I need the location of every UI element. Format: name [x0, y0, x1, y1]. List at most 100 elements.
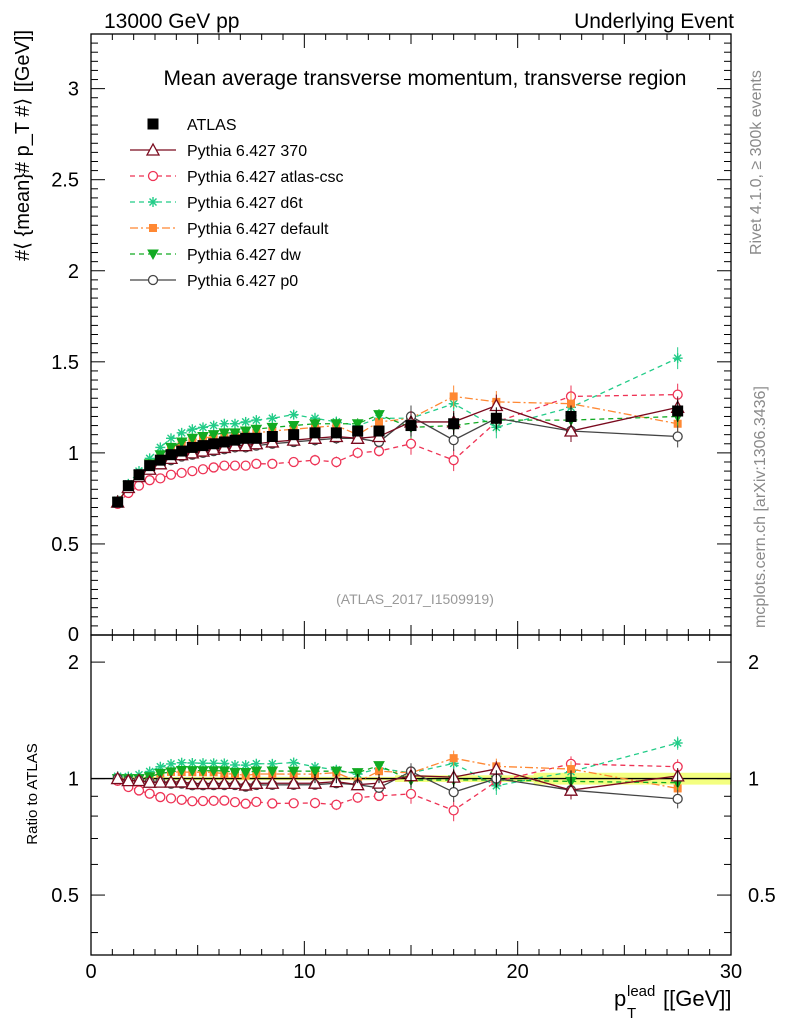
point-atlas — [144, 460, 156, 472]
y-tick-label: 0.5 — [51, 534, 79, 556]
ratio-point-atlascsc — [267, 798, 278, 809]
point-default — [449, 392, 458, 401]
ratio-point-p0 — [672, 793, 683, 805]
point-d6t — [208, 420, 219, 431]
point-dw — [207, 430, 220, 441]
ratio-point-p370 — [142, 774, 157, 788]
point-d6t — [251, 415, 262, 426]
star-stroke — [156, 443, 165, 452]
point-atlas — [373, 425, 385, 437]
x-axis-label-unit: [[GeV]] — [663, 986, 731, 1011]
x-axis-label-base: p — [614, 986, 626, 1011]
point-atlascsc — [352, 447, 363, 459]
ratio-point-atlascsc — [331, 799, 342, 810]
ratio-point-atlascsc — [165, 793, 177, 804]
legend-label: Pythia 6.427 370 — [187, 143, 307, 160]
point-atlas — [448, 418, 460, 430]
legend-entry-dw: Pythia 6.427 dw — [130, 247, 301, 264]
ratio-point-p370 — [121, 773, 136, 787]
y-tick-label: 1 — [68, 443, 79, 465]
point-atlascsc — [133, 480, 145, 491]
legend-label: Pythia 6.427 p0 — [187, 273, 298, 290]
legend-label: ATLAS — [187, 117, 237, 134]
x-tick-label: 20 — [507, 961, 529, 983]
ratio-point-dw — [218, 766, 231, 777]
star-stroke — [199, 759, 207, 768]
point-atlascsc — [219, 460, 230, 471]
ratio-point-p370 — [110, 771, 125, 785]
legend-marker — [148, 197, 158, 207]
point-d6t — [672, 353, 683, 364]
ratio-point-d6t — [288, 757, 299, 768]
point-atlas — [250, 432, 262, 444]
point-atlas — [208, 438, 220, 450]
ratio-point-p370 — [265, 775, 280, 789]
point-atlas — [352, 425, 364, 437]
ratio-point-p370 — [131, 773, 147, 787]
point-atlas — [176, 445, 188, 457]
point-atlas — [197, 440, 209, 452]
legend: ATLAS Pythia 6.427 370 Pythia 6.427 atlas-… — [130, 117, 344, 290]
ratio-series-default — [113, 750, 682, 798]
point-atlascsc — [288, 456, 299, 468]
point-p0 — [672, 431, 683, 442]
ratio-point-dw — [330, 766, 343, 778]
star-stroke — [167, 434, 175, 443]
ratio-point-p370 — [350, 777, 365, 791]
ratio-point-dw — [266, 766, 279, 778]
ratio-point-atlascsc — [352, 792, 363, 803]
legend-marker — [149, 224, 157, 232]
point-dw — [266, 422, 279, 434]
ratio-point-atlascsc — [405, 788, 417, 800]
star-stroke — [252, 416, 261, 425]
y-tick-label: 2 — [68, 261, 79, 283]
ratio-point-atlascsc — [197, 795, 209, 807]
analysis-id: (ATLAS_2017_I1509919) — [336, 591, 494, 607]
star-stroke — [177, 428, 186, 437]
series-atlas — [112, 400, 684, 508]
point-dw — [239, 426, 252, 438]
ratio-plot-series — [110, 736, 685, 822]
star-stroke — [199, 423, 207, 432]
point-d6t — [198, 422, 208, 433]
point-atlascsc — [331, 456, 342, 468]
ratio-tick-label-left: 0.5 — [51, 885, 79, 907]
ratio-point-p370 — [185, 776, 200, 790]
star-stroke — [188, 759, 197, 768]
ratio-point-atlascsc — [219, 795, 230, 806]
point-atlascsc — [165, 469, 177, 480]
ratio-point-atlascsc — [187, 796, 198, 807]
ratio-y-axis-label: Ratio to ATLAS — [24, 743, 41, 844]
ratio-point-dw — [250, 766, 263, 778]
point-atlas — [672, 405, 684, 417]
star-stroke — [289, 758, 298, 767]
ratio-point-p0 — [448, 787, 459, 798]
point-default — [375, 417, 383, 426]
star-stroke — [209, 421, 218, 430]
point-atlas — [186, 441, 198, 453]
point-atlas — [133, 469, 145, 481]
ratio-point-atlascsc — [309, 797, 321, 809]
ratio-point-dw — [351, 768, 364, 779]
star-stroke — [188, 425, 197, 434]
ratio-point-dw — [373, 761, 385, 772]
star-stroke — [177, 758, 186, 767]
point-dw — [309, 419, 321, 430]
ratio-point-p370 — [163, 774, 179, 788]
ratio-point-dw — [175, 765, 188, 777]
point-dw — [197, 431, 209, 443]
point-dw — [165, 442, 177, 454]
ratio-point-d6t — [672, 738, 683, 749]
point-d6t — [187, 424, 198, 435]
point-d6t — [166, 433, 176, 444]
ratio-point-dw — [239, 767, 252, 779]
point-dw — [250, 424, 263, 436]
star-stroke — [209, 759, 218, 768]
point-atlascsc — [309, 455, 321, 466]
legend-entry-atlascsc: Pythia 6.427 atlas-csc — [130, 169, 344, 186]
point-p0 — [448, 434, 459, 446]
ratio-point-atlascsc — [144, 788, 155, 799]
legend-entry-atlas: ATLAS — [147, 117, 237, 134]
point-atlas — [154, 454, 166, 466]
point-atlascsc — [448, 455, 459, 466]
